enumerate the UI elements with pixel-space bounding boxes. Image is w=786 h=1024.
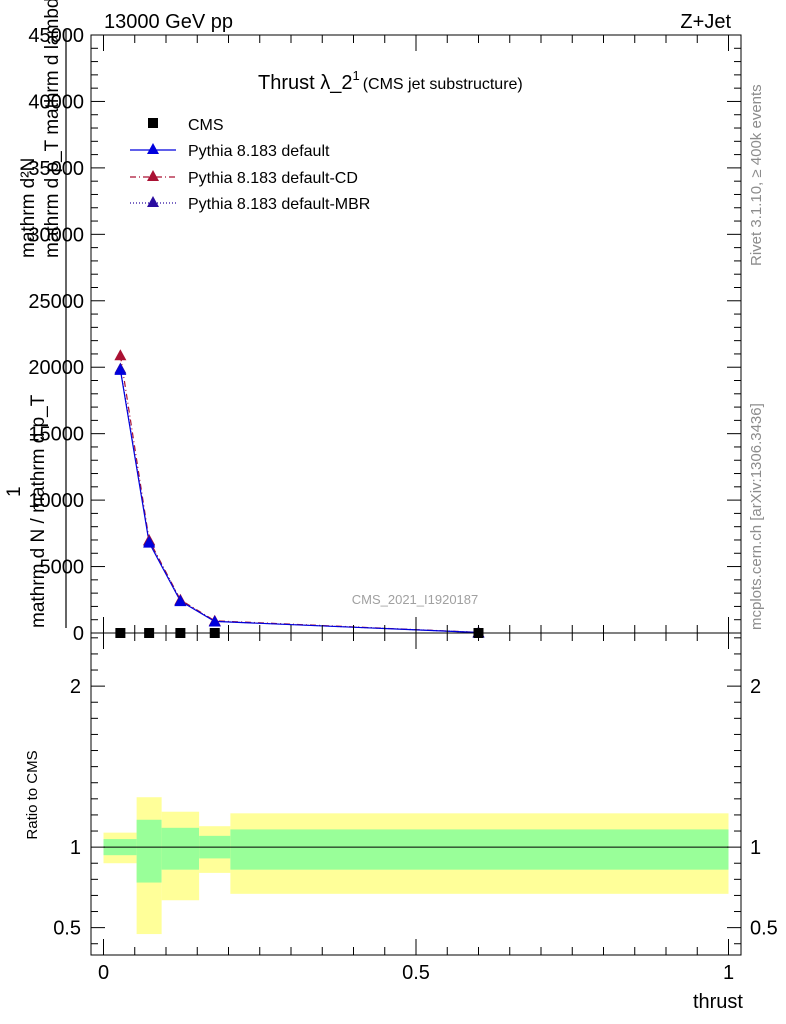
ratio-ytick-label: 1 bbox=[70, 837, 81, 859]
ratio-ytick-label: 2 bbox=[70, 676, 81, 698]
legend-default-label: Pythia 8.183 default bbox=[188, 143, 330, 160]
ratio-ytick-label-right: 1 bbox=[750, 837, 761, 859]
ylabel-num2: mathrm d p_T mathrm d lambda bbox=[42, 0, 63, 258]
main-x-ticks bbox=[103, 35, 729, 633]
main-series-group bbox=[119, 355, 479, 634]
main-y-label: mathrm d²N mathrm d p_T mathrm d lambda … bbox=[4, 0, 67, 628]
series-point bbox=[114, 349, 127, 361]
watermark: CMS_2021_I1920187 bbox=[352, 592, 479, 607]
main-title: Thrust λ_21 (CMS jet substructure) bbox=[258, 68, 523, 94]
ylabel-den-top: 1 bbox=[4, 486, 25, 497]
series-line bbox=[119, 355, 479, 633]
title-sup: 1 bbox=[352, 68, 359, 83]
header-left: 13000 GeV pp bbox=[104, 11, 233, 33]
series-point bbox=[208, 615, 221, 627]
mcplots-label: mcplots.cern.ch [arXiv:1306.3436] bbox=[748, 403, 765, 630]
legend-cd-label: Pythia 8.183 default-CD bbox=[188, 170, 358, 187]
main-ytick-label: 10000 bbox=[28, 490, 84, 512]
series-point bbox=[143, 536, 156, 548]
main-ytick-label: 45000 bbox=[28, 25, 84, 47]
xtick-label: 0 bbox=[98, 962, 109, 984]
x-axis-label: thrust bbox=[693, 991, 743, 1013]
title-sub: (CMS jet substructure) bbox=[363, 76, 523, 93]
main-ytick-label: 35000 bbox=[28, 158, 84, 180]
main-ytick-label: 25000 bbox=[28, 291, 84, 313]
series-point bbox=[174, 595, 187, 607]
ratio-ytick-label-right: 2 bbox=[750, 676, 761, 698]
legend-mbr-marker bbox=[147, 196, 159, 207]
main-ytick-label: 30000 bbox=[28, 224, 84, 246]
main-ytick-label: 20000 bbox=[28, 357, 84, 379]
ratio-ytick-label-right: 0.5 bbox=[750, 918, 778, 940]
ratio-panel: 0.5 0.51 12 2 0 0.5 1 Ratio to CMS thrust bbox=[24, 632, 778, 1013]
title-main: Thrust λ_2 bbox=[258, 72, 352, 94]
main-panel: 0 5000 10000 15000 20000 25000 30000 35000 40000… bbox=[4, 0, 742, 645]
ratio-bands-group bbox=[103, 797, 729, 935]
xtick-label: 1 bbox=[723, 962, 734, 984]
ratio-x-axis: 0 0.5 1 bbox=[98, 633, 734, 984]
ratio-band-inner bbox=[230, 829, 729, 870]
legend-default-marker bbox=[147, 143, 159, 154]
legend-mbr-label: Pythia 8.183 default-MBR bbox=[188, 196, 370, 213]
main-y-axis: 0 5000 10000 15000 20000 25000 30000 35000 40000… bbox=[28, 25, 741, 645]
main-ytick-label: 40000 bbox=[28, 91, 84, 113]
legend-cms-label: CMS bbox=[188, 117, 224, 134]
xtick-label: 0.5 bbox=[402, 962, 430, 984]
legend-cd-marker bbox=[147, 170, 159, 181]
main-ytick-label: 0 bbox=[73, 623, 84, 645]
main-ytick-label: 15000 bbox=[28, 424, 84, 446]
ylabel-den: mathrm d N / mathrm d p_T bbox=[28, 394, 49, 628]
legend-cms-marker bbox=[148, 118, 158, 128]
ratio-frame bbox=[90, 632, 742, 956]
ratio-band-inner bbox=[136, 819, 162, 883]
rivet-label: Rivet 3.1.10, ≥ 400k events bbox=[748, 84, 765, 266]
main-ytick-label: 5000 bbox=[40, 557, 85, 579]
ratio-y-label: Ratio to CMS bbox=[24, 750, 41, 839]
ratio-ytick-label: 0.5 bbox=[53, 918, 81, 940]
legend: CMS Pythia 8.183 default Pythia 8.183 de… bbox=[130, 117, 370, 213]
series-point bbox=[114, 363, 127, 375]
ylabel-num: mathrm d²N bbox=[18, 158, 39, 258]
ratio-band-inner bbox=[161, 827, 200, 870]
ratio-y-axis: 0.5 0.5 1 1 2 2 bbox=[53, 637, 778, 945]
header-right: Z+Jet bbox=[680, 11, 731, 33]
